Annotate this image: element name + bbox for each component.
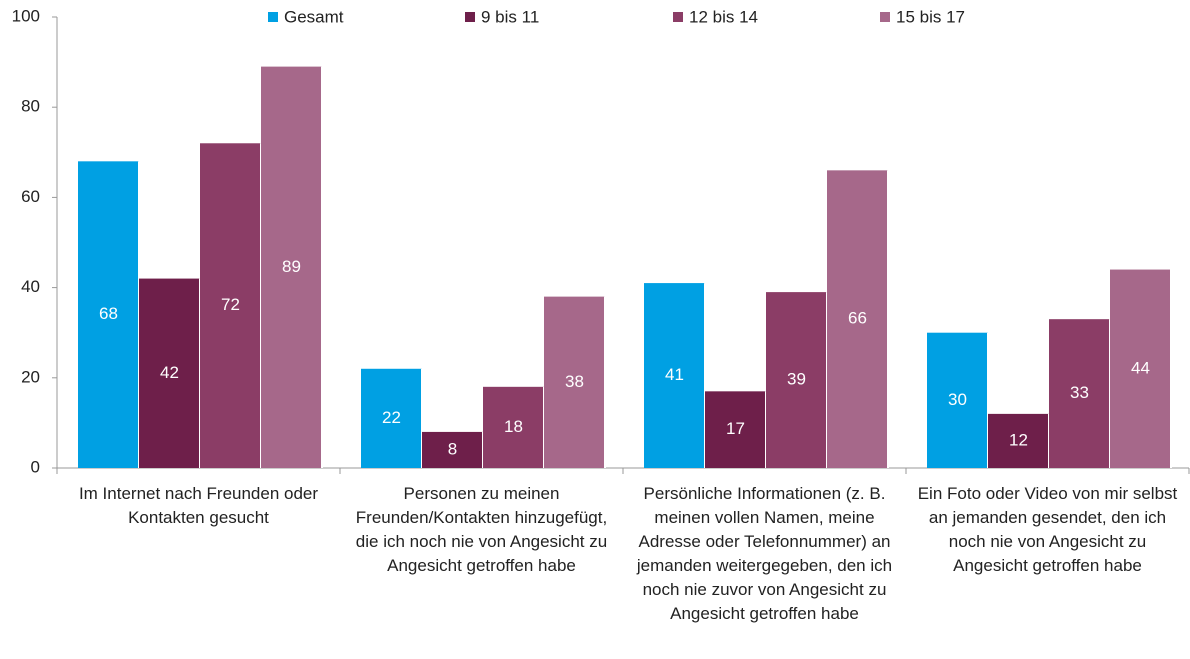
data-label: 44 — [1131, 358, 1150, 377]
data-label: 30 — [948, 390, 967, 409]
data-label: 8 — [448, 439, 457, 458]
bar — [1049, 319, 1110, 468]
y-tick-label: 60 — [21, 187, 40, 206]
data-label: 38 — [565, 372, 584, 391]
x-tick-label: Ein Foto oder Video von mir selbst an je… — [917, 484, 1178, 575]
bar — [544, 296, 605, 468]
bar — [988, 413, 1049, 468]
x-tick-label: Persönliche Informationen (z. B. meinen … — [636, 484, 893, 623]
legend-marker — [465, 12, 475, 22]
legend-label: Gesamt — [284, 7, 344, 26]
data-label: 22 — [382, 408, 401, 427]
y-tick-label: 0 — [31, 457, 40, 476]
data-label: 89 — [282, 257, 301, 276]
data-label: 39 — [787, 370, 806, 389]
legend-marker — [673, 12, 683, 22]
data-label: 12 — [1009, 430, 1028, 449]
bar — [200, 143, 261, 468]
data-label: 33 — [1070, 383, 1089, 402]
bar — [139, 278, 200, 468]
bar — [261, 66, 322, 469]
y-tick-label: 20 — [21, 367, 40, 386]
bar — [1110, 269, 1171, 468]
data-label: 41 — [665, 365, 684, 384]
bar — [927, 332, 988, 468]
legend-label: 12 bis 14 — [689, 7, 758, 26]
y-tick-label: 100 — [12, 6, 40, 25]
bar — [766, 292, 827, 468]
bar — [827, 170, 888, 468]
legend-label: 9 bis 11 — [481, 7, 539, 26]
data-label: 17 — [726, 419, 745, 438]
y-tick-label: 40 — [21, 277, 40, 296]
bar — [361, 368, 422, 468]
legend-marker — [268, 12, 278, 22]
x-tick-label: Im Internet nach Freunden oder Kontakten… — [78, 484, 319, 527]
legend-marker — [880, 12, 890, 22]
bar — [644, 283, 705, 468]
legend-label: 15 bis 17 — [896, 7, 965, 26]
data-label: 42 — [160, 363, 179, 382]
bar — [78, 161, 139, 468]
data-label: 72 — [221, 295, 240, 314]
bar — [705, 391, 766, 468]
data-label: 66 — [848, 309, 867, 328]
bar — [422, 431, 483, 468]
data-label: 18 — [504, 417, 523, 436]
y-tick-label: 80 — [21, 97, 40, 116]
x-tick-label: Personen zu meinen Freunden/Kontakten hi… — [355, 484, 608, 575]
bar — [483, 386, 544, 468]
data-label: 68 — [99, 304, 118, 323]
